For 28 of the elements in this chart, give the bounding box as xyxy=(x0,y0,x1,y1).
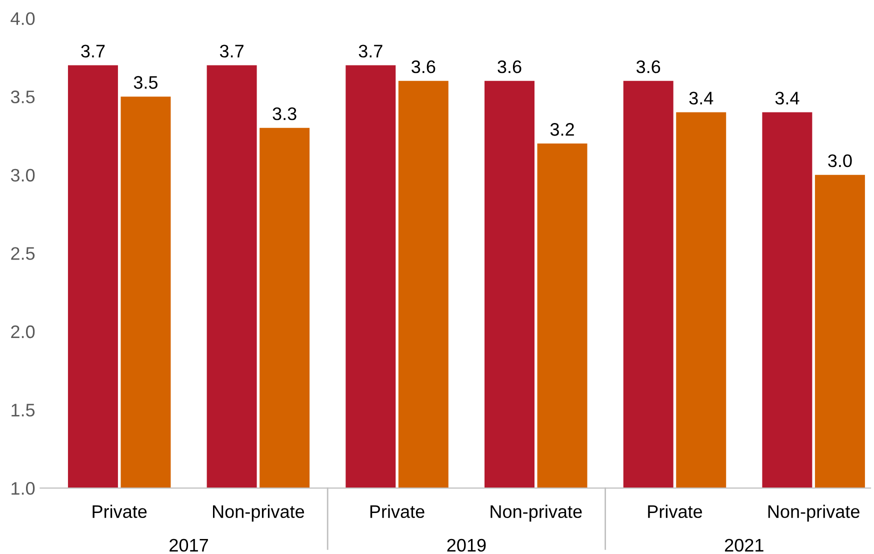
data-label: 3.0 xyxy=(828,154,852,168)
x-tick-label: Non-private xyxy=(490,504,582,522)
y-tick-label: 2.0 xyxy=(11,325,35,338)
text: 2021 xyxy=(724,538,764,552)
y-tick-label: 4.0 xyxy=(10,12,35,25)
data-label: 3.5 xyxy=(134,76,158,89)
data-label: 3.4 xyxy=(775,92,800,105)
data-label: 3.7 xyxy=(81,44,105,58)
data-label: 3.7 xyxy=(220,44,244,58)
text: 2017 xyxy=(170,538,208,552)
y-tick-label: 3.5 xyxy=(10,90,35,104)
data-label: 3.7 xyxy=(358,44,382,58)
data-label: 3.2 xyxy=(550,123,574,136)
data-label: 3.4 xyxy=(689,92,714,105)
y-tick-label: 2.5 xyxy=(11,247,35,260)
y-tick-label: 1.0 xyxy=(12,482,35,495)
y-tick-label: 1.5 xyxy=(12,404,35,416)
data-label: 3.3 xyxy=(272,107,296,120)
text: 2019 xyxy=(447,538,486,552)
data-label: 3.6 xyxy=(636,60,660,74)
x-tick-label: Private xyxy=(648,504,702,518)
x-tick-label: Non-private xyxy=(213,504,304,522)
x-tick-label: Non-private xyxy=(768,504,860,522)
data-label: 3.6 xyxy=(412,60,436,74)
data-label: 3.6 xyxy=(498,60,522,74)
x-tick-label: Private xyxy=(92,504,147,518)
y-tick-label: 3.0 xyxy=(10,168,35,182)
x-tick-label: Private xyxy=(370,504,424,518)
